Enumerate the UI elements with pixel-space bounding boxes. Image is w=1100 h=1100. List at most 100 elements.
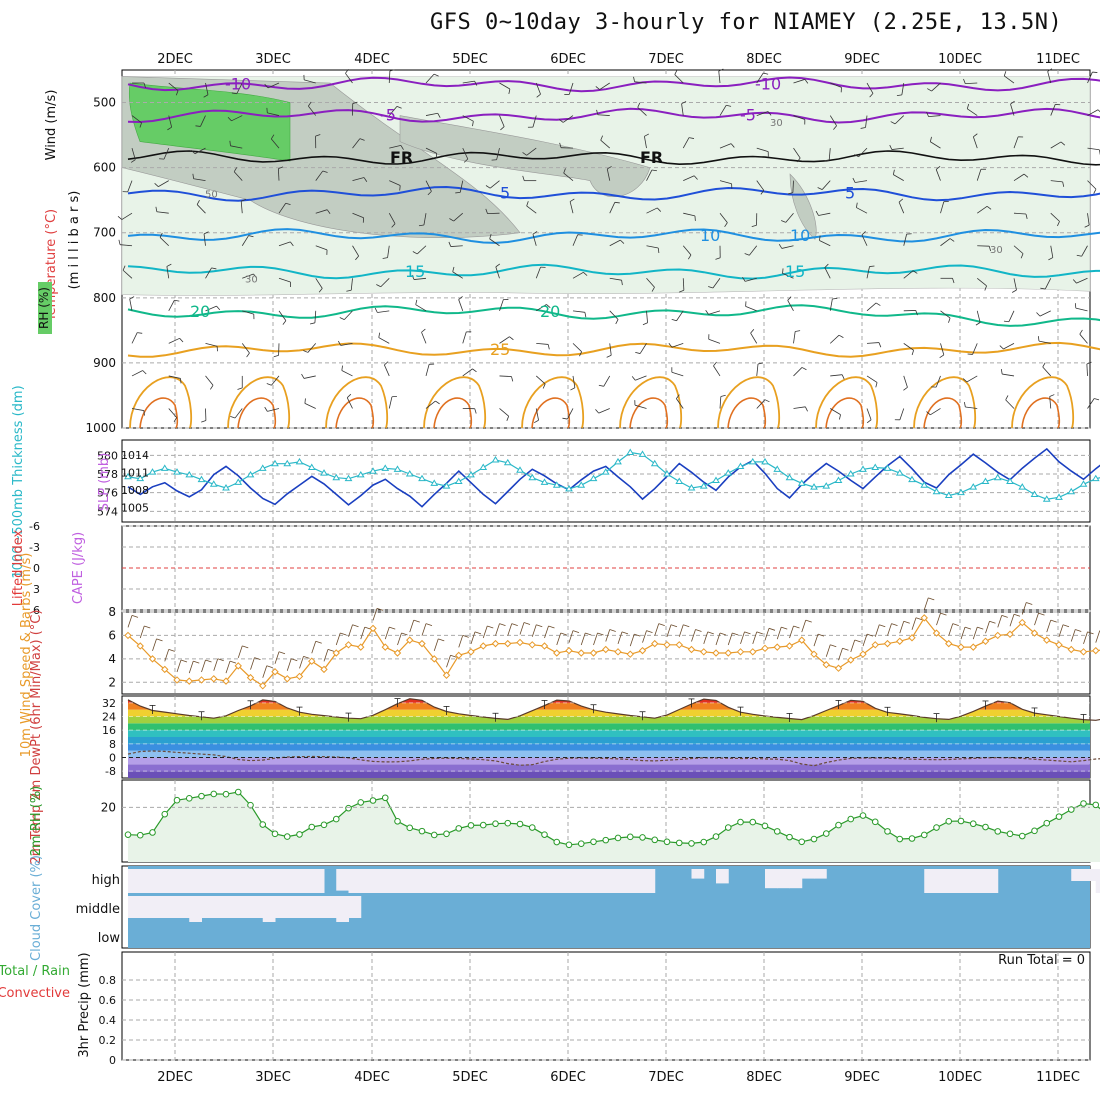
wind-barb-10m (948, 623, 954, 636)
wind-barb-flag (1086, 361, 1092, 365)
cloud-mid-clear-bar (213, 896, 227, 918)
wind-barb-10m-flag (462, 634, 469, 638)
rh2m-point (835, 821, 842, 829)
wind-barb-10m (862, 634, 868, 647)
cloud-high-clear-bar (777, 869, 790, 889)
wind-barb (200, 115, 206, 127)
rh2m-point (247, 801, 254, 809)
temp-band (128, 709, 1090, 717)
wind-barb (712, 278, 721, 289)
wind-barb (568, 82, 574, 95)
isotherm-loop (433, 397, 473, 429)
thickness-point (393, 465, 402, 472)
cloud-high-clear-bar (973, 869, 986, 893)
wind-barb (536, 342, 549, 345)
rh2m-point (1067, 806, 1075, 813)
cloud-mid-clear-bar (348, 896, 362, 918)
isotherm-loop (423, 376, 487, 429)
wind-barb (131, 370, 143, 377)
rh2m-point (982, 823, 989, 831)
wind-barb (535, 408, 539, 421)
cloud-high-clear-bar (226, 869, 239, 893)
thickness-point (430, 479, 439, 486)
wind-barb-10m-flag (732, 632, 739, 636)
wind-barb-flag (595, 409, 600, 414)
wind-barb (345, 73, 353, 84)
wind-barb-flag (1079, 329, 1083, 335)
wind-barb (1050, 104, 1056, 116)
wind-barb (344, 310, 353, 320)
wind-barb (639, 343, 647, 354)
wind-speed-point (981, 637, 990, 645)
cloud-mid-clear-bar (250, 896, 264, 918)
wind-barb-10m (507, 623, 513, 636)
wind-barb (1049, 396, 1052, 409)
cloud-high-clear-bar (569, 869, 582, 893)
wind-barb-flag (1093, 188, 1097, 194)
wind-barb (1013, 173, 1025, 181)
rh2m-point (1092, 801, 1100, 809)
wind-barb (793, 406, 806, 409)
wind-barb-flag (382, 257, 388, 259)
wind-speed-point (197, 676, 206, 684)
wind-barb-10m (213, 658, 219, 671)
wind-barb-flag (767, 111, 772, 116)
rh2m-point (896, 835, 904, 843)
wind-speed-point (1079, 648, 1088, 656)
wind-barb (903, 234, 908, 246)
wind-barb (242, 310, 254, 315)
wind-barb-10m (899, 621, 905, 634)
wind-barb (793, 147, 801, 159)
wind-barb-flag (421, 328, 426, 333)
wind-barb-flag (282, 320, 287, 325)
wind-barb-10m-flag (487, 625, 494, 629)
wind-barb (930, 141, 941, 149)
isotherm-label: FR (640, 148, 663, 167)
y-tick-label: 800 (93, 291, 116, 305)
temp-color-bands (128, 698, 1090, 778)
wind-barb-flag (495, 263, 501, 268)
wind-barb-10m (874, 624, 880, 637)
wind-barb-flag (757, 362, 763, 365)
cloud-high-clear-bar (544, 869, 558, 893)
wind-barb-flag (558, 119, 564, 123)
wind-barb (241, 235, 249, 246)
y-tick-label: 574 (97, 505, 118, 518)
wind-barb-flag (118, 239, 121, 245)
wind-barb-flag (600, 135, 604, 141)
wind-barb-10m-flag (854, 639, 861, 643)
date-label-bottom: 3DEC (255, 1070, 291, 1085)
thickness-point (418, 474, 426, 482)
wind-barb-flag (975, 322, 981, 326)
wind-barb-flag (563, 168, 566, 174)
wind-barb-flag (615, 319, 619, 325)
wind-barb-10m-flag (781, 626, 788, 630)
axis-label-temp: 2m Temp 2m DewPt (6hr Min/Max) (°C) (29, 610, 44, 865)
wind-barb-10m-flag (217, 658, 224, 662)
thickness-point (1067, 487, 1076, 495)
cloud-level-label: middle (76, 902, 120, 917)
wind-barb-flag (433, 73, 439, 77)
wind-barb-10m (384, 627, 390, 640)
wind-barb-10m-flag (683, 624, 690, 628)
wind-barb-flag (159, 232, 163, 238)
wind-barb-10m-flag (144, 625, 151, 629)
rh2m-point (381, 794, 389, 802)
rh2m-point (798, 838, 806, 846)
wind-barb-flag (264, 406, 268, 412)
wind-barb (609, 239, 621, 247)
wind-barb (270, 138, 280, 149)
thickness-point (834, 476, 843, 484)
rh2m-point (479, 821, 487, 829)
wind-barb-flag (337, 340, 342, 346)
wind-barb-flag (1060, 141, 1066, 146)
y-tick-label: 1008 (121, 484, 149, 497)
wind-barb (120, 244, 133, 247)
isotherm-label: -10 (225, 74, 251, 93)
wind-barb (598, 408, 610, 414)
wind-barb-flag (781, 220, 786, 223)
cloud-mid-clear-bar (275, 896, 288, 918)
wind-barb (792, 180, 794, 193)
wind-barb-10m-flag (572, 630, 580, 634)
wind-barb-flag (175, 90, 179, 96)
